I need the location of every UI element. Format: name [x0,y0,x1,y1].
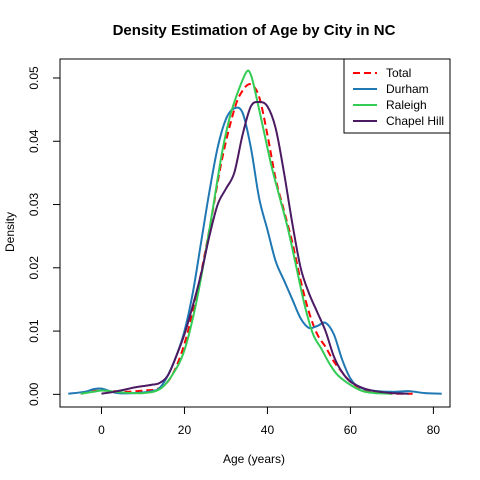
series-line-raleigh [80,69,392,395]
y-tick-label: 0.04 [27,129,41,153]
y-tick-label: 0.03 [27,193,41,217]
chart-title: Density Estimation of Age by City in NC [113,22,396,39]
y-axis-label: Density [3,212,17,252]
x-tick-label: 0 [98,423,105,437]
legend-label-raleigh: Raleigh [386,98,427,112]
legend-label-total: Total [386,66,411,80]
y-tick-label: 0.00 [27,382,41,406]
x-axis-label: Age (years) [223,452,285,466]
legend-label-chapel-hill: Chapel Hill [386,114,444,128]
legend-label-durham: Durham [386,82,429,96]
y-tick-label: 0.02 [27,256,41,280]
x-tick-label: 40 [261,423,275,437]
y-tick-label: 0.05 [27,66,41,90]
legend: Total Durham Raleigh Chapel Hill [343,58,451,134]
y-axis: 0.00 0.01 0.02 0.03 0.04 0.05 [27,66,61,406]
x-axis: 0 20 40 60 80 [98,406,441,437]
x-tick-label: 60 [344,423,358,437]
y-tick-label: 0.01 [27,319,41,343]
series-line-chapel-hill [101,100,409,395]
x-tick-label: 80 [427,423,441,437]
series-layer [68,69,442,395]
x-tick-label: 20 [178,423,192,437]
